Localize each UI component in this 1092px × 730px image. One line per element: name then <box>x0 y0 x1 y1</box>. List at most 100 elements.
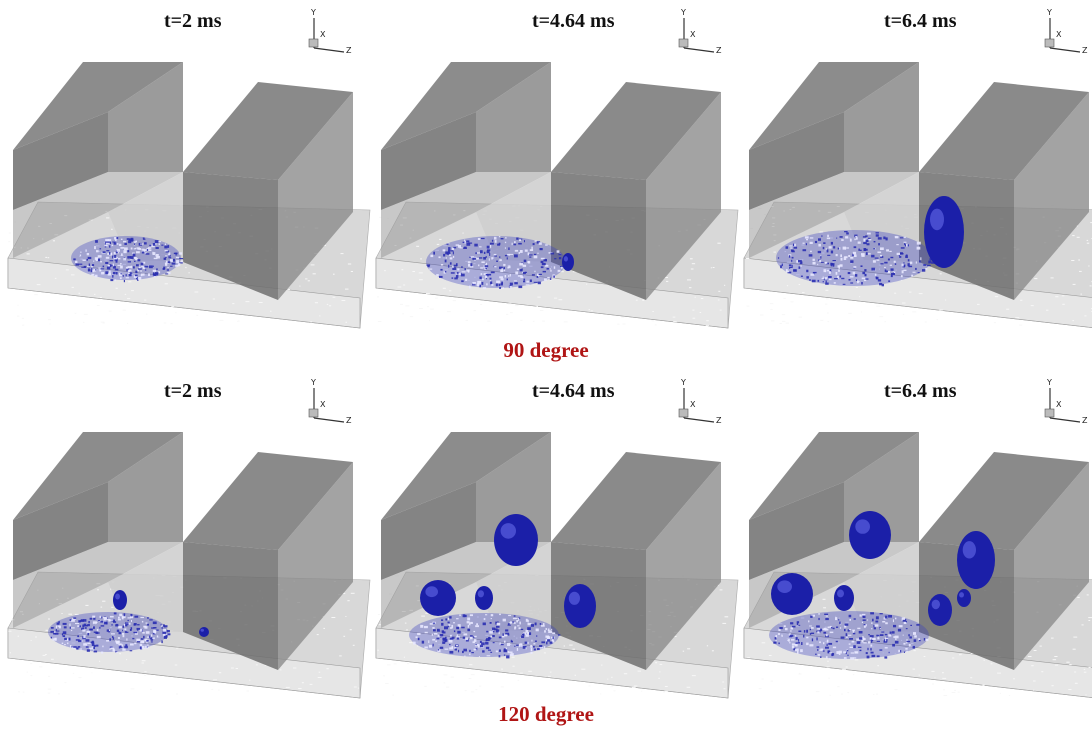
floor-speckle <box>881 630 883 632</box>
floor-speckle <box>536 305 538 307</box>
foam-speck <box>511 242 513 246</box>
floor-speckle <box>872 646 875 648</box>
foam-speck <box>874 273 877 276</box>
floor-speckle <box>255 664 258 666</box>
foam-speck <box>102 251 106 253</box>
floor-speckle <box>532 320 535 322</box>
foam-speck <box>822 276 824 279</box>
foam-speck <box>902 619 907 622</box>
foam-speck <box>146 248 149 251</box>
floor-speckle <box>21 317 24 319</box>
foam-speck <box>130 237 134 241</box>
foam-speck <box>808 620 810 623</box>
floor-speckle <box>790 301 794 303</box>
foam-speck <box>487 249 491 251</box>
floor-speckle <box>1054 664 1058 666</box>
foam-speck <box>96 250 99 253</box>
foam-speck <box>490 618 492 620</box>
foam-speck <box>530 651 533 654</box>
foam-speck <box>510 639 512 642</box>
foam-speck <box>850 657 855 660</box>
foam-speck <box>520 628 524 630</box>
foam-speck <box>160 624 162 626</box>
floor-speckle <box>485 634 489 636</box>
floor-speckle <box>211 688 214 690</box>
foam-speck <box>868 237 871 240</box>
foam-speck <box>819 259 822 262</box>
foam-speck <box>498 283 501 287</box>
floor-speckle <box>1074 682 1078 684</box>
floor-speckle <box>434 297 438 299</box>
floor-speckle <box>71 286 74 288</box>
floor-speckle <box>285 686 290 688</box>
floor-speckle <box>378 624 381 626</box>
floor-speckle <box>130 688 135 690</box>
floor-speckle <box>96 305 100 306</box>
foam-speck <box>465 638 469 642</box>
floor-speckle <box>474 276 476 278</box>
foam-speck <box>809 633 812 635</box>
foam-speck <box>50 636 52 639</box>
foam-speck <box>63 626 67 629</box>
floor-speckle <box>287 289 290 291</box>
foam-speck <box>906 640 911 643</box>
foam-speck <box>93 631 98 633</box>
foam-speck <box>472 257 476 260</box>
bubble-highlight <box>200 628 204 632</box>
simulation-scene <box>743 62 1092 328</box>
foam-speck <box>826 237 831 240</box>
foam-speck <box>811 279 816 283</box>
floor-speckle <box>999 692 1001 694</box>
foam-speck <box>155 254 159 257</box>
foam-speck <box>459 614 461 617</box>
foam-speck <box>92 264 95 266</box>
foam-speck <box>164 245 168 249</box>
floor-speckle <box>590 310 593 312</box>
foam-speck <box>828 246 832 249</box>
foam-speck <box>773 641 777 644</box>
foam-speck <box>852 630 855 633</box>
foam-speck <box>495 621 497 625</box>
floor-speckle <box>425 612 429 614</box>
floor-speckle <box>345 321 347 323</box>
foam-speck <box>837 265 840 268</box>
foam-speck <box>127 256 132 259</box>
foam-speck <box>832 260 836 262</box>
left-wall-front <box>13 112 108 210</box>
foam-speck <box>137 279 139 281</box>
foam-speck <box>478 644 480 648</box>
foam-speck <box>901 617 906 620</box>
floor-speckle <box>326 303 329 305</box>
foam-speck <box>791 250 795 253</box>
time-label: t=2 ms <box>164 380 222 402</box>
channel-gap <box>476 542 551 632</box>
foam-speck <box>97 620 100 622</box>
foam-speck <box>798 259 802 263</box>
floor-speckle <box>52 240 55 242</box>
floor-speckle <box>945 299 947 301</box>
foam-speck <box>464 241 466 244</box>
foam-speck <box>537 648 540 651</box>
floor-speckle <box>444 269 448 271</box>
foam-speck <box>548 630 553 633</box>
foam-speck <box>523 280 526 283</box>
floor-speckle <box>782 320 786 322</box>
foam-speck <box>146 636 151 638</box>
floor-speckle <box>111 228 113 230</box>
foam-speck <box>513 615 516 617</box>
bubble-highlight <box>777 580 792 593</box>
foam-speck <box>428 644 432 648</box>
foam-speck <box>490 651 493 653</box>
foam-speck <box>115 639 117 643</box>
foam-speck <box>105 271 109 275</box>
foam-speck <box>147 623 149 626</box>
foam-speck <box>544 630 546 633</box>
foam-speck <box>900 247 905 249</box>
foam-speck <box>167 267 169 268</box>
foam-speck <box>897 628 902 632</box>
foam-speck <box>862 613 866 616</box>
floor-speckle <box>442 257 446 259</box>
floor-speckle <box>419 279 423 281</box>
floor-speckle <box>238 320 240 322</box>
foam-speck <box>114 237 118 240</box>
